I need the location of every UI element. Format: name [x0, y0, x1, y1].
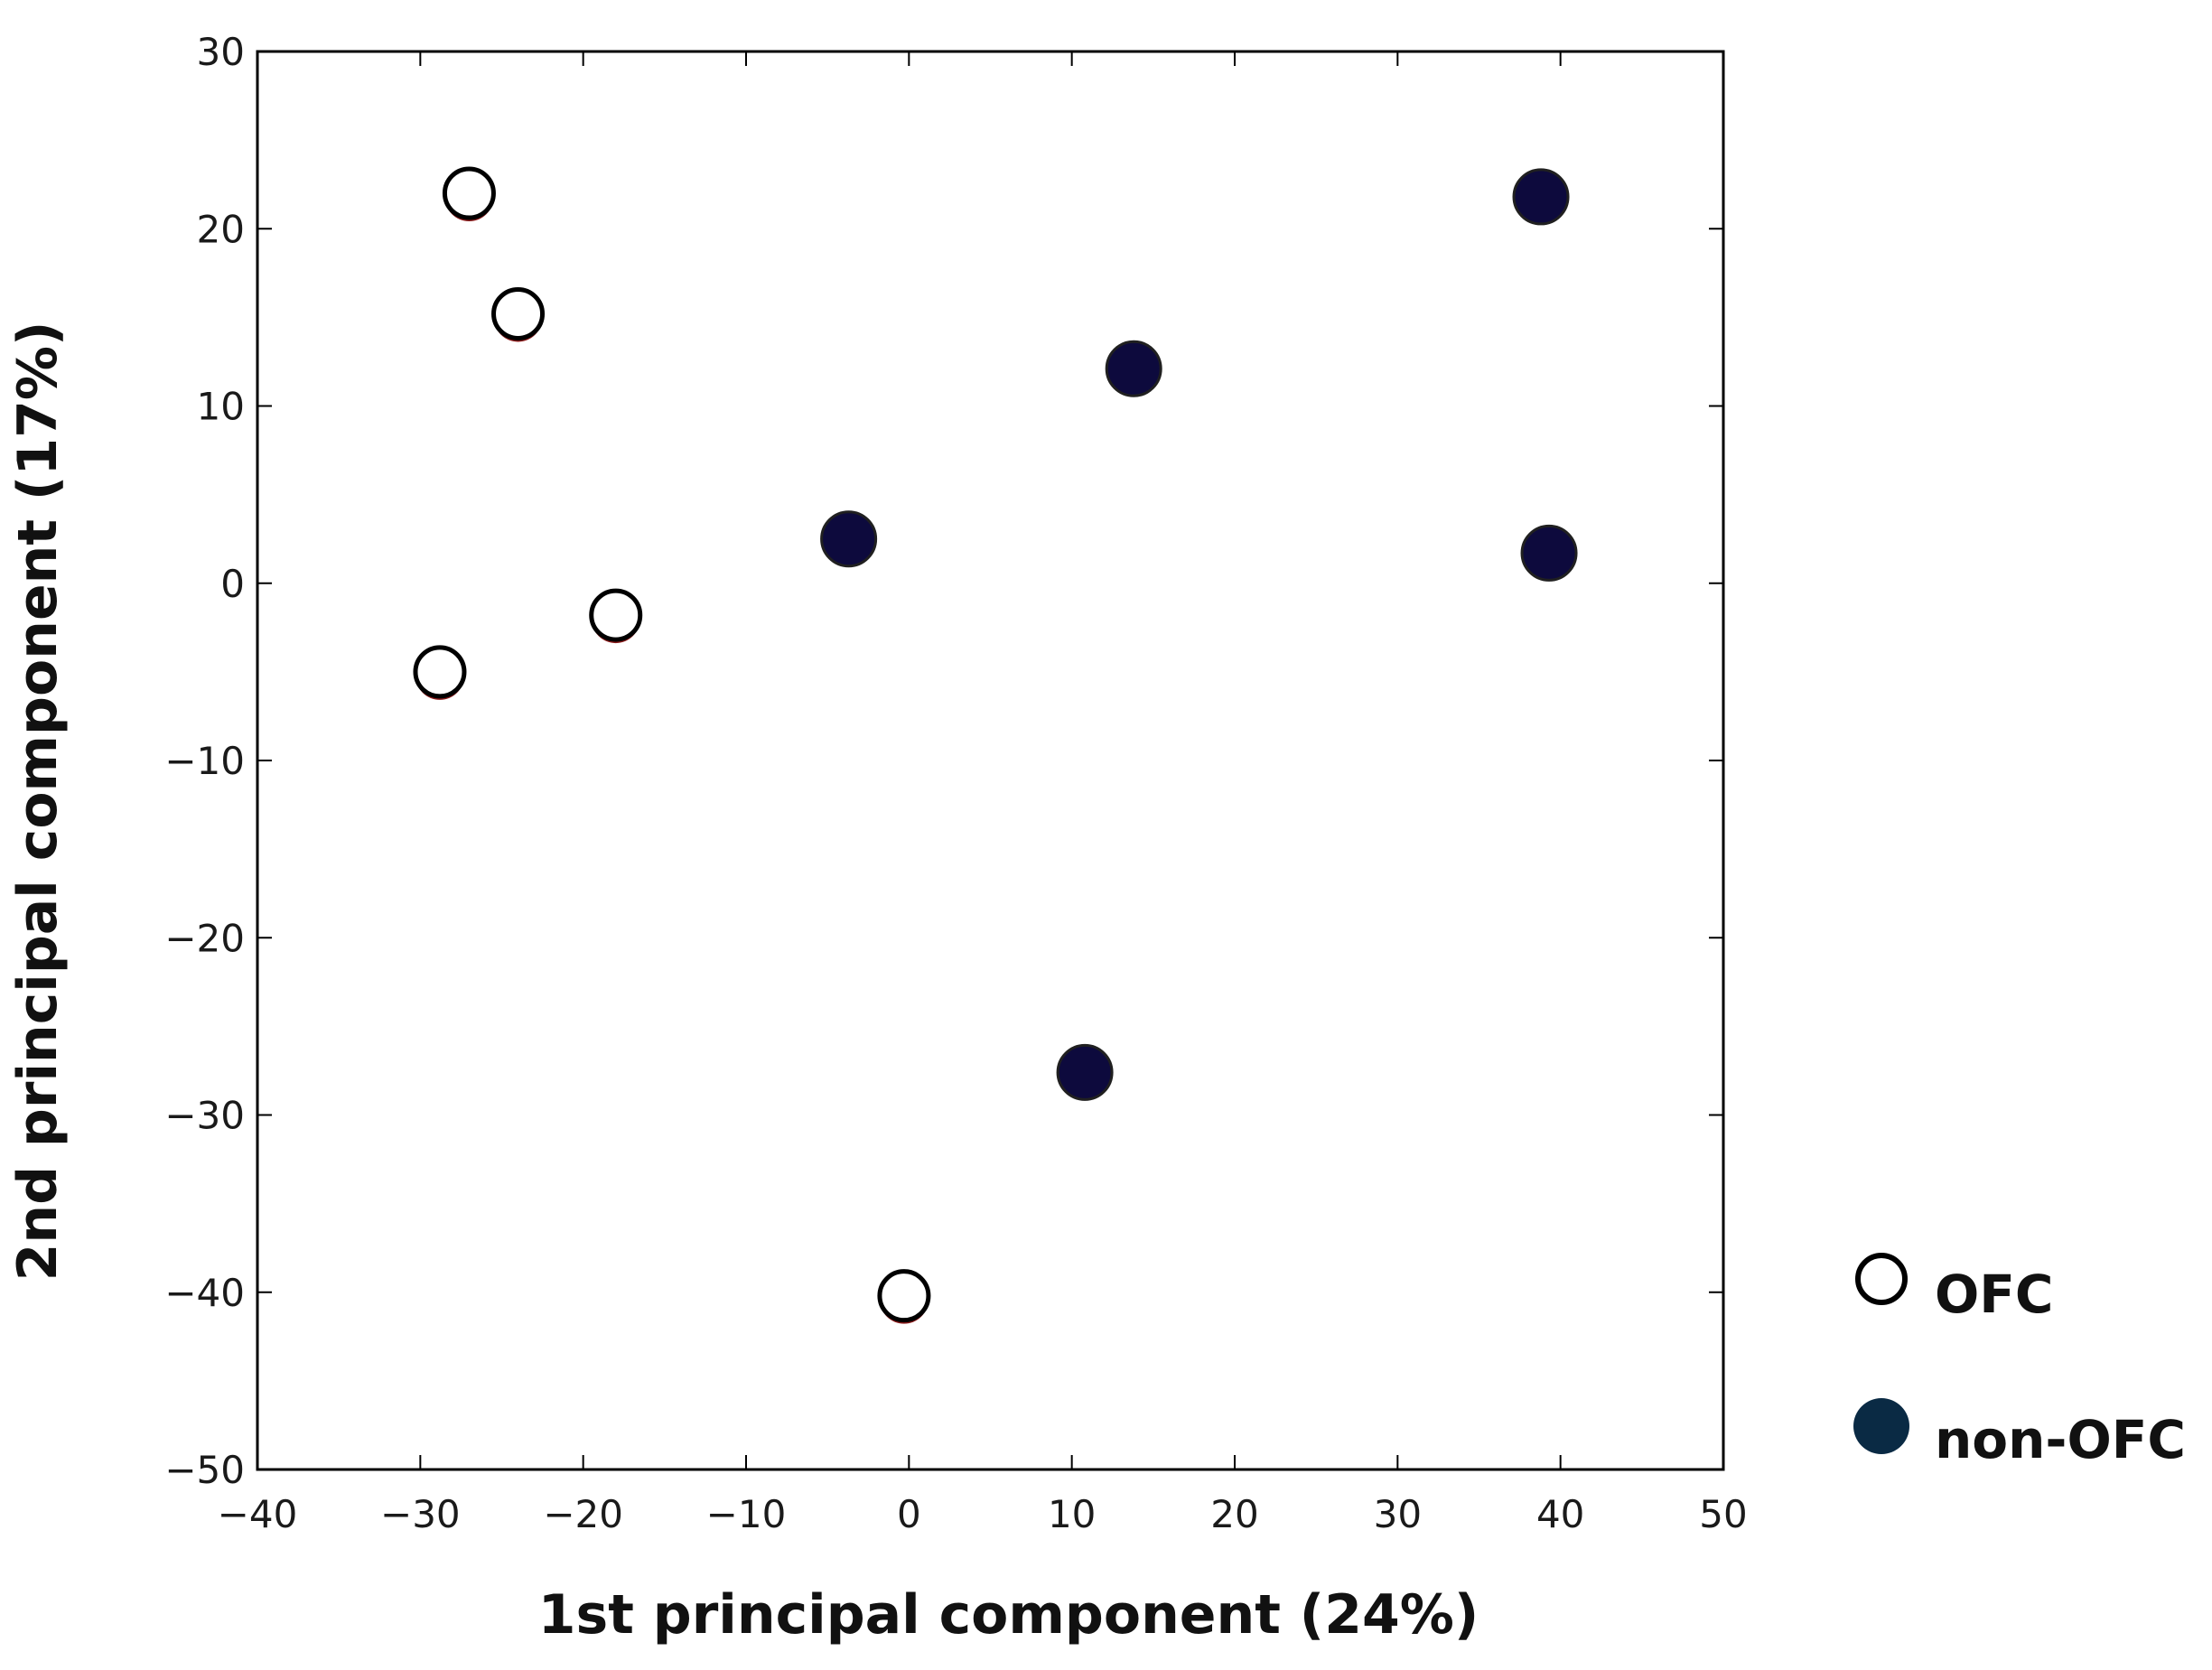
x-tick-label: −20	[543, 1492, 623, 1536]
x-tick-label: 20	[1210, 1492, 1258, 1536]
x-tick-label: 40	[1536, 1492, 1584, 1536]
y-tick-label: 0	[220, 562, 245, 606]
y-axis-title: 2nd principal component (17%)	[6, 322, 70, 1282]
y-tick-label: −30	[164, 1094, 245, 1138]
y-tick-label: 30	[197, 30, 245, 74]
point-non-ofc	[1520, 524, 1578, 582]
point-ofc	[442, 166, 496, 220]
point-ofc	[491, 286, 546, 341]
y-tick-label: −20	[164, 916, 245, 960]
point-non-ofc	[1512, 168, 1570, 226]
point-non-ofc	[820, 510, 878, 568]
point-non-ofc	[1056, 1043, 1114, 1101]
x-tick-label: −10	[706, 1492, 787, 1536]
legend-marker-non-ofc	[1853, 1398, 1909, 1454]
x-tick-label: 0	[897, 1492, 921, 1536]
y-tick-label: 20	[197, 207, 245, 251]
x-axis-ticks: −40 −30 −20 −10 0 10 20 30 40 50	[218, 51, 1748, 1536]
y-tick-label: −40	[164, 1271, 245, 1315]
point-non-ofc	[1105, 340, 1162, 397]
point-ofc	[589, 588, 643, 642]
y-tick-label: −50	[164, 1448, 245, 1492]
legend: OFC non-OFC	[1853, 1253, 2186, 1470]
y-tick-label: 10	[197, 385, 245, 429]
point-ofc	[413, 645, 467, 699]
legend-marker-ofc	[1855, 1253, 1908, 1305]
plot-area-frame	[256, 50, 1725, 1471]
y-axis-ticks: 30 20 10 0 −10 −20 −30 −40 −50	[164, 30, 1723, 1492]
legend-label-non-ofc: non-OFC	[1935, 1409, 2186, 1470]
legend-label-ofc: OFC	[1935, 1264, 2054, 1325]
point-ofc	[877, 1269, 931, 1323]
y-tick-label: −10	[164, 739, 245, 783]
data-points	[413, 166, 1578, 1324]
x-axis-title: 1st principal component (24%)	[538, 1583, 1479, 1647]
x-tick-label: 30	[1374, 1492, 1422, 1536]
x-tick-label: −30	[380, 1492, 461, 1536]
x-tick-label: 50	[1699, 1492, 1747, 1536]
x-tick-label: −40	[218, 1492, 298, 1536]
x-tick-label: 10	[1048, 1492, 1096, 1536]
